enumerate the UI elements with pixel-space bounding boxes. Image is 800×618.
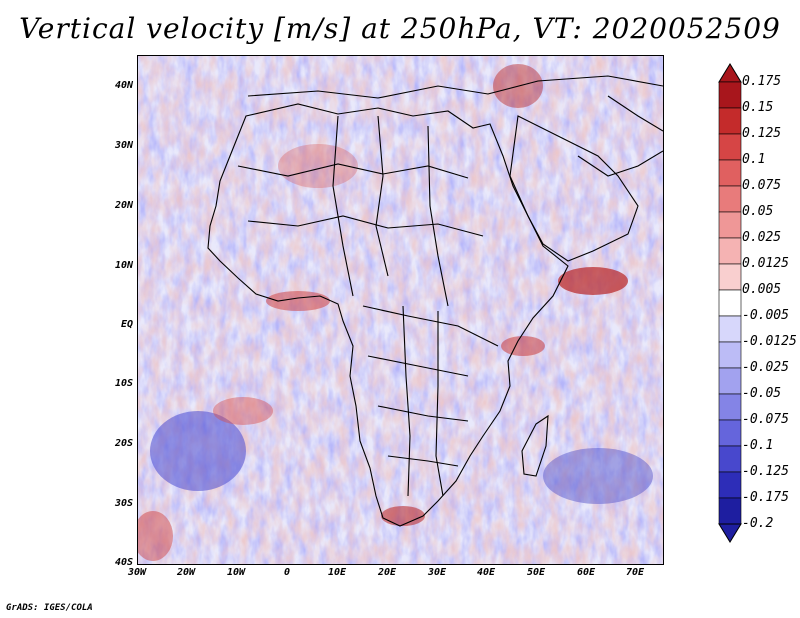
colorbar-level-label: 0.1 [742,152,766,167]
colorbar-level-label: 0.175 [742,74,782,89]
colorbar-level-label: -0.025 [742,360,789,375]
lat-label: EQ [120,319,133,330]
colorbar-swatch [718,341,742,369]
colorbar-level-label: 0.15 [742,100,774,115]
lon-label: 0 [283,567,291,578]
lat-label: 30S [114,498,133,509]
colorbar-level-label: 0.0125 [742,256,789,271]
colorbar-swatch [718,393,742,421]
lon-label: 70E [625,567,645,578]
lon-label: 60E [576,567,596,578]
lat-label: 20N [114,200,133,211]
grads-credit: GrADS: IGES/COLA [6,603,93,613]
vertical-velocity-field [138,56,663,564]
colorbar-level-label: -0.005 [742,308,789,323]
map-plot-area [137,55,664,565]
lat-label: 40N [114,80,133,91]
colorbar-bottom-arrow [718,523,742,543]
lat-label: 30N [114,140,133,151]
lon-label: 10W [226,567,246,578]
colorbar-level-label: -0.175 [742,490,789,505]
lon-label: 40E [476,567,496,578]
colorbar-swatch [718,211,742,239]
colorbar-level-label: 0.025 [742,230,782,245]
mediterranean-line [247,75,663,99]
lon-label: 50E [526,567,546,578]
colorbar-level-label: -0.05 [742,386,782,401]
lon-label: 20E [377,567,397,578]
colorbar-swatch [718,81,742,109]
colorbar-level-label: 0.005 [742,282,782,297]
colorbar-swatch [718,367,742,395]
lon-label: 30E [427,567,447,578]
lat-label: 40S [114,557,133,568]
colorbar-level-label: 0.075 [742,178,782,193]
colorbar [718,63,742,543]
colorbar-level-label: -0.2 [742,516,774,531]
colorbar-swatch [718,419,742,447]
lat-label: 10S [114,378,133,389]
colorbar-swatch [718,445,742,473]
africa-coastline [207,103,569,527]
lon-label: 30W [127,567,147,578]
lon-label: 20W [176,567,196,578]
madagascar-outline [521,414,549,477]
colorbar-swatch [718,315,742,343]
colorbar-level-label: -0.125 [742,464,789,479]
colorbar-swatch [718,133,742,161]
arabia-outline [509,115,639,262]
lat-label: 20S [114,438,133,449]
colorbar-swatch [718,107,742,135]
colorbar-level-label: 0.125 [742,126,782,141]
lat-label: 10N [114,260,133,271]
colorbar-level-label: -0.1 [742,438,774,453]
colorbar-top-arrow [718,63,742,83]
lon-label: 10E [327,567,347,578]
colorbar-level-label: -0.0125 [742,334,797,349]
colorbar-swatch [718,185,742,213]
colorbar-swatch [718,237,742,265]
map-title: Vertical velocity [m/s] at 250hPa, VT: 2… [19,12,781,45]
colorbar-swatch [718,289,742,317]
colorbar-swatch [718,159,742,187]
colorbar-swatch [718,471,742,499]
colorbar-level-label: 0.05 [742,204,774,219]
colorbar-swatch [718,263,742,291]
colorbar-level-label: -0.075 [742,412,789,427]
colorbar-swatch [718,497,742,525]
